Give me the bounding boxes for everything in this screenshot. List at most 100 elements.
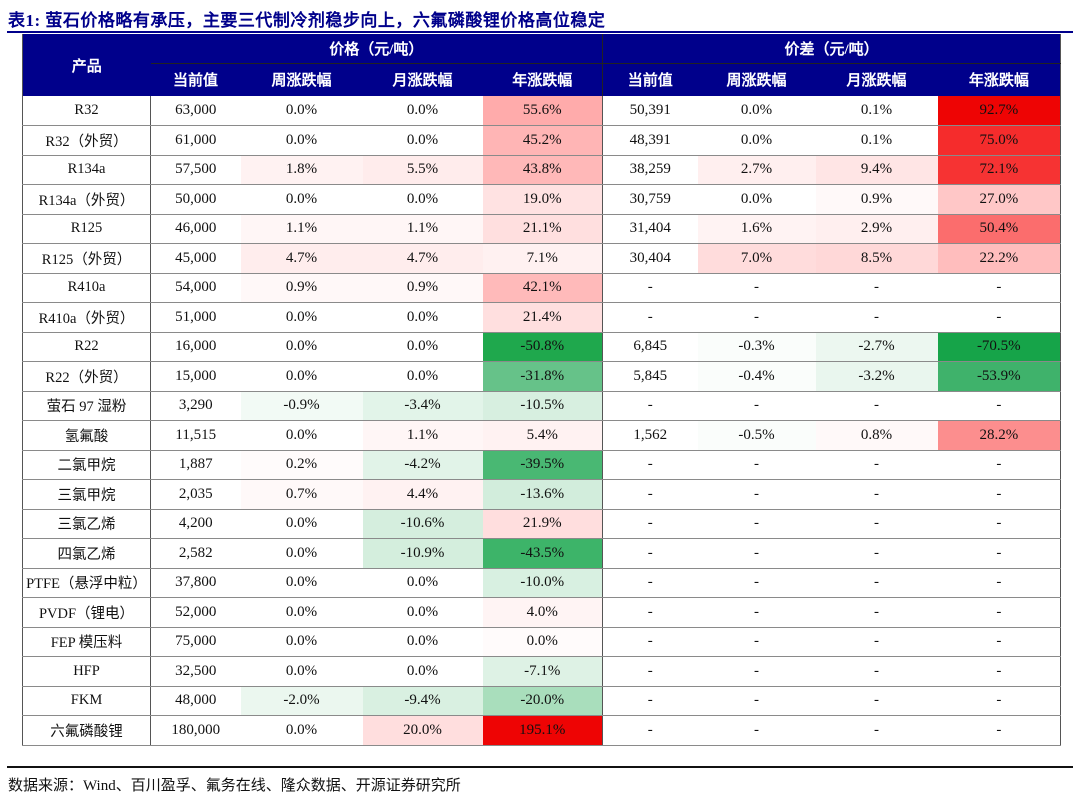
price-year-cell: 19.0% — [482, 184, 604, 215]
price-year-cell: 7.1% — [482, 243, 604, 274]
price-week-cell: 0.0% — [240, 184, 363, 215]
spread-current-cell: - — [602, 479, 698, 510]
price-month-cell: 1.1% — [362, 214, 483, 244]
price-week-cell: 0.0% — [240, 509, 363, 539]
spread-month-cell: - — [815, 715, 938, 746]
price-month-cell: -4.2% — [362, 450, 483, 480]
spread-current-cell: - — [602, 302, 698, 333]
price-current-cell: 52,000 — [150, 597, 241, 628]
price-week-cell: 0.0% — [240, 361, 363, 392]
spread-month-cell: - — [815, 597, 938, 628]
spread-current-cell: - — [602, 273, 698, 303]
price-year-cell: -10.0% — [482, 568, 604, 598]
table-row: HFP 32,500 0.0% 0.0% -7.1% - - - - — [22, 656, 1061, 687]
spread-week-cell: -0.5% — [697, 420, 816, 451]
table-row: 萤石 97 湿粉 3,290 -0.9% -3.4% -10.5% - - - - — [22, 391, 1061, 421]
spread-current-cell: - — [602, 597, 698, 628]
spread-month-cell: - — [815, 538, 938, 569]
table-row: R32 63,000 0.0% 0.0% 55.6% 50,391 0.0% 0.1% 92.7… — [22, 96, 1061, 126]
spread-week-cell: - — [697, 509, 816, 539]
spread-week-cell: 0.0% — [697, 184, 816, 215]
price-current-cell: 16,000 — [150, 332, 241, 362]
table-row: R125（外贸） 45,000 4.7% 4.7% 7.1% 30,404 7.0% 8.5%… — [22, 243, 1061, 274]
product-cell: 氢氟酸 — [22, 420, 151, 451]
header-price-year: 年涨跌幅 — [482, 63, 604, 96]
price-year-cell: 21.4% — [482, 302, 604, 333]
spread-month-cell: 0.8% — [815, 420, 938, 451]
price-month-cell: 0.0% — [362, 302, 483, 333]
price-current-cell: 2,582 — [150, 538, 241, 569]
spread-current-cell: - — [602, 686, 698, 716]
header-group-price: 价格（元/吨） — [150, 34, 604, 64]
spread-week-cell: - — [697, 391, 816, 421]
spread-week-cell: 0.0% — [697, 125, 816, 156]
product-cell: HFP — [22, 656, 151, 687]
spread-year-cell: 28.2% — [937, 420, 1061, 451]
price-week-cell: 4.7% — [240, 243, 363, 274]
spread-month-cell: - — [815, 686, 938, 716]
table-row: 三氯甲烷 2,035 0.7% 4.4% -13.6% - - - - — [22, 479, 1061, 510]
price-current-cell: 75,000 — [150, 627, 241, 657]
spread-month-cell: - — [815, 302, 938, 333]
price-month-cell: 0.0% — [362, 184, 483, 215]
price-month-cell: -9.4% — [362, 686, 483, 716]
price-year-cell: -31.8% — [482, 361, 604, 392]
spread-month-cell: 0.1% — [815, 96, 938, 126]
price-month-cell: 4.4% — [362, 479, 483, 510]
price-current-cell: 3,290 — [150, 391, 241, 421]
product-cell: R134a — [22, 155, 151, 185]
product-cell: 萤石 97 湿粉 — [22, 391, 151, 421]
spread-month-cell: - — [815, 391, 938, 421]
data-source: 数据来源：Wind、百川盈孚、氟务在线、隆众数据、开源证券研究所 — [8, 778, 461, 794]
price-week-cell: 0.0% — [240, 538, 363, 569]
price-month-cell: 0.0% — [362, 125, 483, 156]
spread-week-cell: 7.0% — [697, 243, 816, 274]
price-year-cell: 43.8% — [482, 155, 604, 185]
spread-month-cell: - — [815, 568, 938, 598]
spread-year-cell: - — [937, 450, 1061, 480]
spread-current-cell: 38,259 — [602, 155, 698, 185]
table-row: R410a 54,000 0.9% 0.9% 42.1% - - - - — [22, 273, 1061, 303]
price-week-cell: 0.0% — [240, 715, 363, 746]
price-month-cell: -3.4% — [362, 391, 483, 421]
header-group-spread: 价差（元/吨） — [602, 34, 1061, 64]
spread-current-cell: 50,391 — [602, 96, 698, 126]
spread-year-cell: - — [937, 509, 1061, 539]
price-current-cell: 1,887 — [150, 450, 241, 480]
price-year-cell: 195.1% — [482, 715, 604, 746]
spread-week-cell: - — [697, 715, 816, 746]
spread-week-cell: - — [697, 568, 816, 598]
spread-year-cell: - — [937, 273, 1061, 303]
spread-current-cell: - — [602, 568, 698, 598]
product-cell: R125（外贸） — [22, 243, 151, 274]
price-week-cell: 0.0% — [240, 302, 363, 333]
product-cell: 三氯甲烷 — [22, 479, 151, 510]
spread-month-cell: - — [815, 450, 938, 480]
spread-current-cell: 5,845 — [602, 361, 698, 392]
spread-week-cell: - — [697, 450, 816, 480]
spread-month-cell: - — [815, 656, 938, 687]
price-month-cell: 0.9% — [362, 273, 483, 303]
product-cell: 六氟磷酸锂 — [22, 715, 151, 746]
price-year-cell: 42.1% — [482, 273, 604, 303]
price-month-cell: 0.0% — [362, 332, 483, 362]
table-row: 氢氟酸 11,515 0.0% 1.1% 5.4% 1,562 -0.5% 0.8% 28.2% — [22, 420, 1061, 451]
price-year-cell: -50.8% — [482, 332, 604, 362]
price-month-cell: 20.0% — [362, 715, 483, 746]
price-week-cell: 0.0% — [240, 656, 363, 687]
header-spread-month: 月涨跌幅 — [815, 63, 938, 96]
spread-month-cell: - — [815, 509, 938, 539]
price-week-cell: 1.8% — [240, 155, 363, 185]
header-price-month: 月涨跌幅 — [362, 63, 483, 96]
price-week-cell: 1.1% — [240, 214, 363, 244]
spread-week-cell: - — [697, 302, 816, 333]
table-row: R22（外贸） 15,000 0.0% 0.0% -31.8% 5,845 -0.4% -3.… — [22, 361, 1061, 392]
spread-year-cell: -70.5% — [937, 332, 1061, 362]
spread-current-cell: 6,845 — [602, 332, 698, 362]
price-month-cell: 1.1% — [362, 420, 483, 451]
spread-month-cell: - — [815, 273, 938, 303]
spread-year-cell: - — [937, 627, 1061, 657]
spread-month-cell: 0.9% — [815, 184, 938, 215]
table-row: 四氯乙烯 2,582 0.0% -10.9% -43.5% - - - - — [22, 538, 1061, 569]
price-current-cell: 45,000 — [150, 243, 241, 274]
